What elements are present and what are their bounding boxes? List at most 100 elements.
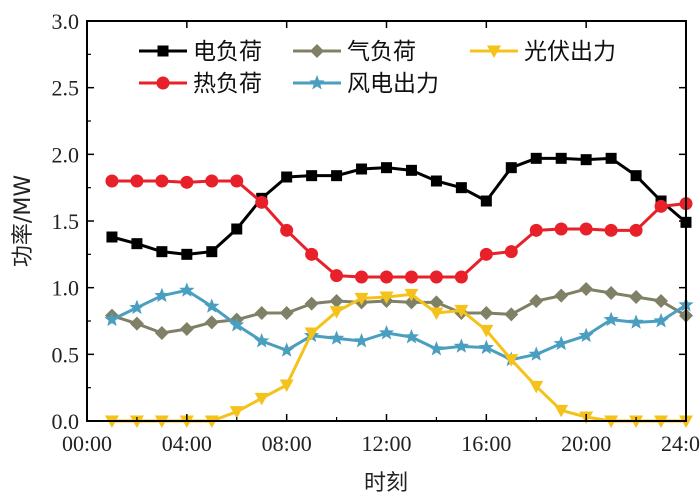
data-point (104, 311, 120, 327)
data-point (479, 247, 493, 261)
data-point (404, 270, 418, 284)
data-point (430, 175, 442, 187)
data-point (154, 326, 169, 340)
data-point (181, 248, 193, 260)
series-line (111, 156, 687, 256)
data-point (428, 341, 445, 356)
data-point (603, 311, 619, 327)
data-point (381, 162, 392, 174)
data-point (554, 288, 569, 303)
data-point (204, 315, 219, 330)
data-point (129, 299, 145, 315)
data-point (180, 175, 194, 189)
data-point (279, 379, 294, 392)
series-3 (104, 282, 693, 340)
data-point (553, 335, 569, 351)
data-point (604, 223, 618, 237)
data-point (106, 231, 118, 243)
legend-label: 光伏出力 (524, 39, 616, 65)
x-tick-label: 16:00 (461, 431, 511, 456)
legend-entry: 光伏出力 (470, 39, 616, 65)
x-tick-label: 12:00 (361, 431, 411, 456)
legend-marker (487, 45, 501, 58)
data-point (379, 291, 394, 304)
data-point (455, 182, 467, 194)
data-point (254, 306, 269, 320)
series-line (111, 292, 686, 423)
data-point (205, 174, 219, 188)
data-point (105, 174, 119, 188)
data-point (131, 238, 143, 250)
data-point (179, 282, 195, 297)
data-point (130, 174, 144, 188)
data-point (330, 269, 344, 283)
data-point (628, 314, 644, 329)
data-point (480, 195, 492, 207)
data-point (629, 290, 644, 304)
data-point (254, 392, 269, 406)
data-point (555, 152, 567, 164)
data-point (304, 296, 319, 311)
axes: 00:00 04:00 08:00 12:00 16:00 20:00 24:00 0.0 0.… (52, 9, 700, 456)
data-point (280, 223, 294, 237)
data-point (355, 270, 369, 284)
data-point (206, 246, 218, 258)
data-point (155, 174, 169, 188)
series-2 (105, 174, 693, 284)
data-point (504, 307, 519, 322)
data-point (156, 246, 168, 258)
x-tick-label: 04:00 (162, 431, 212, 456)
legend-entry: 气负荷 (293, 39, 416, 65)
data-point (478, 339, 494, 355)
legend-label: 气负荷 (347, 39, 416, 65)
data-point (329, 294, 344, 308)
data-point (154, 287, 170, 303)
data-point (405, 164, 417, 176)
data-point (479, 306, 494, 320)
data-point (231, 223, 243, 235)
data-point (654, 199, 668, 213)
data-point (504, 245, 518, 259)
data-point (505, 162, 517, 174)
legend-marker (157, 45, 169, 57)
y-tick-label: 3.0 (52, 9, 80, 34)
x-tick-label: 20:00 (561, 431, 611, 456)
y-tick-label: 2.5 (52, 76, 80, 101)
data-point (529, 294, 544, 308)
data-point (356, 163, 368, 175)
data-point (529, 223, 543, 237)
data-point (229, 406, 244, 419)
data-point (306, 170, 318, 182)
data-point (654, 294, 669, 308)
data-point (328, 330, 345, 345)
x-tick-label: 00:00 (62, 431, 112, 456)
legend-marker (309, 75, 325, 90)
data-point (230, 174, 244, 188)
data-point (454, 304, 469, 318)
legend-label: 热负荷 (193, 71, 262, 97)
legend-entry: 风电出力 (293, 71, 439, 97)
data-point (353, 333, 370, 348)
x-tick-label: 24:00 (661, 431, 700, 456)
data-point (404, 288, 419, 302)
series-line (111, 179, 687, 279)
legend-entry: 电负荷 (139, 39, 262, 65)
legend-marker (310, 44, 324, 58)
data-point (579, 222, 593, 236)
data-point (504, 354, 519, 367)
legend-label: 风电出力 (347, 71, 439, 97)
data-point (579, 282, 594, 296)
data-point (554, 404, 569, 418)
data-point (179, 322, 194, 336)
y-tick-label: 0.0 (52, 409, 80, 434)
legend-marker (156, 76, 170, 90)
y-tick-label: 0.5 (52, 342, 80, 367)
data-point (304, 327, 319, 340)
data-point (281, 171, 293, 183)
y-axis-title: 功率/MW (11, 175, 36, 267)
data-point (279, 306, 294, 320)
data-point (380, 270, 393, 284)
data-point (204, 298, 220, 313)
x-tick-label: 08:00 (262, 431, 312, 456)
